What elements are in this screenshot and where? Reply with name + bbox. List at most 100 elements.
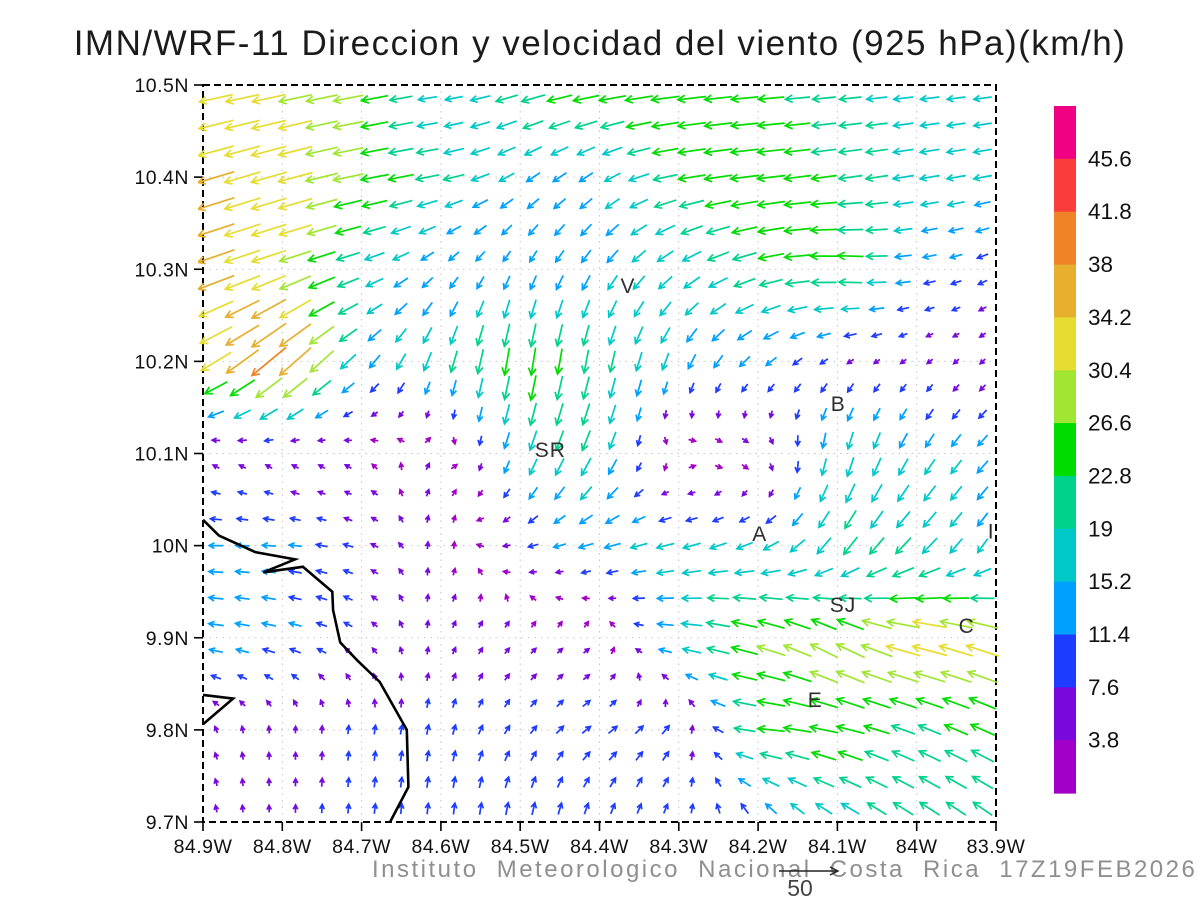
wind-arrow: [624, 121, 652, 131]
wind-arrow: [945, 801, 967, 816]
wind-arrow: [292, 803, 299, 813]
wind-arrow: [738, 516, 750, 523]
wind-arrow: [371, 749, 379, 761]
wind-arrow: [629, 542, 648, 551]
wind-arrow: [635, 776, 643, 788]
wind-arrow: [477, 593, 484, 602]
wind-arrow: [477, 619, 484, 629]
wind-arrow: [339, 353, 357, 370]
x-tick-label: 84.7W: [332, 836, 391, 858]
wind-arrow: [233, 568, 250, 576]
wind-arrow: [398, 723, 405, 735]
wind-arrow: [964, 643, 1000, 658]
wind-arrow: [651, 147, 679, 157]
wind-arrow: [364, 277, 384, 288]
wind-arrow: [341, 382, 355, 394]
wind-arrow: [865, 94, 888, 103]
wind-arrow: [676, 94, 707, 104]
wind-arrow: [782, 199, 812, 209]
wind-arrow: [311, 379, 332, 396]
city-label: A: [752, 523, 767, 546]
wind-arrow: [287, 542, 302, 549]
wind-arrow: [738, 355, 751, 368]
wind-arrow: [682, 276, 701, 289]
wind-arrow: [474, 250, 486, 263]
wind-arrow: [609, 673, 617, 681]
wind-arrow: [627, 172, 650, 183]
wind-arrow: [552, 514, 566, 525]
wind-arrow: [315, 516, 327, 523]
y-tick-label: 10.3N: [134, 259, 189, 281]
wind-arrow: [476, 406, 484, 423]
wind-arrow: [319, 698, 325, 708]
wind-arrow: [552, 197, 567, 210]
wind-arrow: [266, 724, 273, 734]
wind-arrow: [362, 225, 387, 236]
wind-arrow: [871, 457, 882, 478]
wind-arrow: [944, 775, 968, 790]
wind-arrow: [662, 463, 669, 472]
wind-arrow: [529, 698, 538, 708]
wind-arrow: [370, 411, 379, 418]
wind-arrow: [972, 567, 992, 577]
wind-arrow: [583, 620, 590, 628]
wind-arrow: [886, 670, 919, 683]
wind-arrow: [443, 121, 464, 130]
wind-arrow: [605, 223, 620, 237]
wind-arrow: [424, 749, 432, 762]
wind-arrow: [715, 382, 722, 394]
wind-arrow: [918, 94, 940, 103]
wind-arrow: [607, 300, 618, 319]
wind-arrow: [359, 121, 389, 131]
wind-arrow: [309, 350, 335, 374]
wind-arrow: [556, 775, 564, 788]
wind-arrow: [837, 593, 862, 603]
wind-arrow: [654, 224, 676, 236]
wind-arrow: [783, 94, 811, 104]
wind-arrow: [551, 171, 567, 183]
wind-arrow: [891, 173, 914, 182]
wind-arrow: [342, 516, 353, 523]
wind-arrow: [398, 801, 405, 815]
wind-arrow: [554, 458, 565, 477]
colorbar-label: 15.2: [1088, 569, 1132, 594]
city-label: V: [620, 275, 635, 298]
wind-arrow: [919, 200, 939, 208]
wind-arrow: [893, 252, 912, 261]
wind-arrow: [527, 224, 539, 237]
wind-arrow: [808, 723, 839, 734]
colorbar-segment: [1054, 581, 1076, 636]
wind-arrow: [207, 647, 223, 654]
wind-arrow: [477, 749, 484, 762]
wind-arrow: [943, 749, 968, 763]
colorbar-segment: [1054, 370, 1076, 424]
wind-arrow: [657, 516, 672, 524]
wind-arrow: [398, 671, 405, 681]
wind-arrow: [207, 568, 224, 576]
wind-arrow: [702, 120, 733, 130]
wind-arrow: [554, 348, 564, 376]
wind-arrow: [945, 121, 966, 129]
wind-arrow: [732, 724, 756, 734]
wind-arrow: [266, 777, 273, 787]
wind-arrow: [782, 643, 812, 658]
wind-arrow: [292, 724, 299, 734]
wind-arrow: [388, 199, 413, 209]
wind-arrow: [810, 94, 836, 104]
wind-arrow: [224, 299, 260, 319]
wind-arrow: [891, 147, 914, 156]
city-label: I: [988, 520, 995, 543]
wind-arrow: [835, 669, 865, 684]
wind-arrow: [809, 199, 838, 209]
wind-arrow: [578, 514, 594, 525]
wind-arrow: [607, 325, 617, 347]
wind-arrow: [731, 698, 757, 707]
wind-arrow: [888, 696, 918, 709]
wind-arrow: [918, 173, 940, 182]
wind-arrow: [733, 568, 755, 577]
wind-arrow: [331, 146, 364, 157]
wind-arrow: [396, 437, 405, 444]
wind-arrow: [819, 458, 828, 477]
wind-arrow: [474, 349, 485, 376]
wind-arrow: [398, 645, 405, 655]
